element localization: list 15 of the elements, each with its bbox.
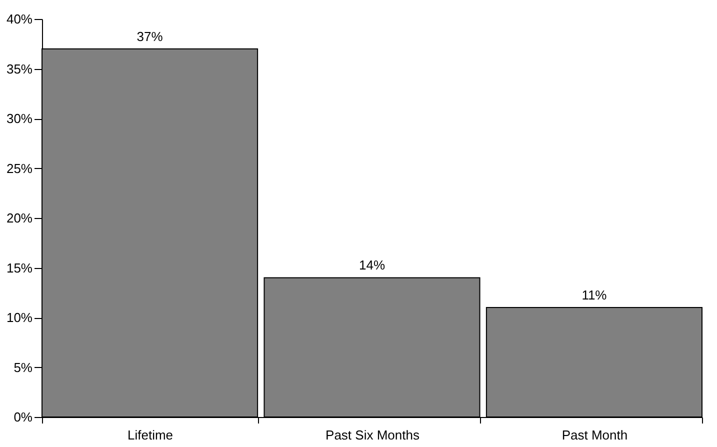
y-tick-label: 15% (6, 260, 33, 276)
y-tick-label: 20% (6, 210, 33, 226)
data-label: 37% (136, 28, 164, 44)
data-label: 11% (582, 288, 608, 303)
y-tick-label: 30% (6, 111, 33, 126)
y-tick-label: 5% (14, 360, 33, 375)
y-tick-label: 0% (14, 410, 33, 424)
y-tick-label: 40% (6, 12, 33, 26)
x-tick-label: Lifetime (128, 428, 174, 442)
x-tick-label: Past Six Months (326, 428, 420, 442)
y-tick-label: 25% (6, 160, 33, 176)
y-tick-label: 35% (6, 61, 33, 76)
x-tick-label: Past Month (562, 428, 628, 442)
data-label: 14% (358, 258, 386, 273)
y-tick-label: 10% (6, 310, 33, 325)
